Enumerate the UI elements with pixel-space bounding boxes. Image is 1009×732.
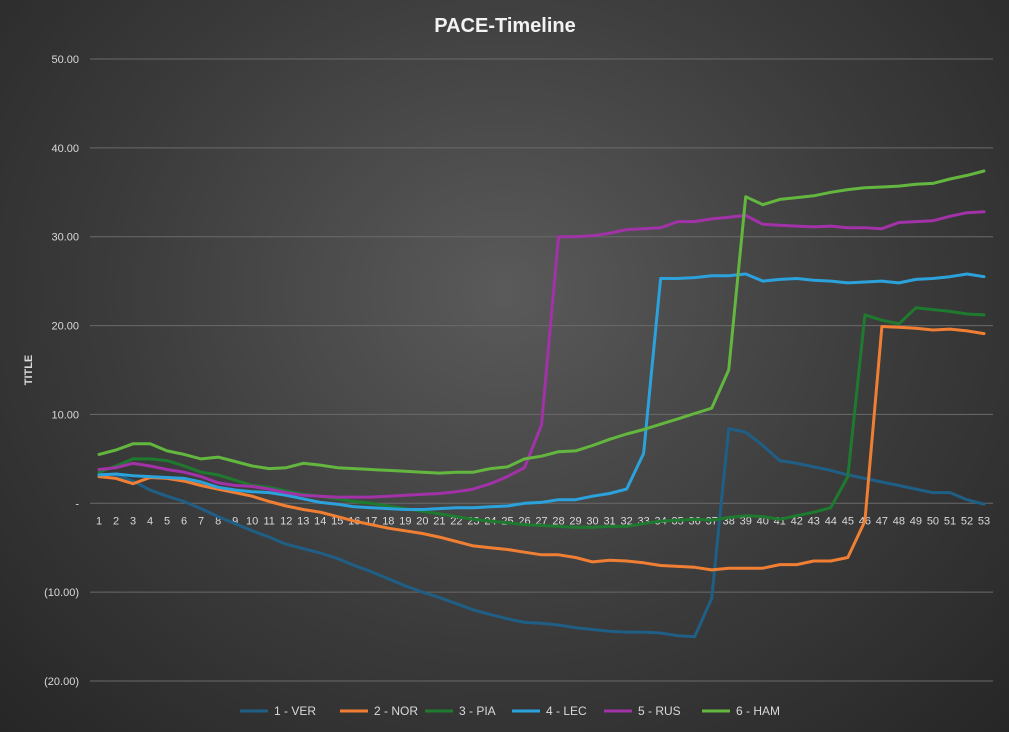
legend-item: 4 - LEC <box>512 704 587 718</box>
y-tick-label: 50.00 <box>51 54 79 66</box>
legend-label: 3 - PIA <box>459 704 496 718</box>
series-line-1 <box>97 427 986 639</box>
x-tick-label: 12 <box>280 515 292 527</box>
x-tick-label: 52 <box>961 515 973 527</box>
x-tick-label: 53 <box>978 515 990 527</box>
x-tick-label: 18 <box>382 515 394 527</box>
legend-label: 5 - RUS <box>638 704 681 718</box>
x-tick-label: 11 <box>263 515 274 527</box>
series-line-3 <box>97 306 986 529</box>
series-line-2 <box>97 325 986 572</box>
series-line-4 <box>97 272 986 511</box>
y-tick-label: (10.00) <box>44 587 79 599</box>
legend-item: 5 - RUS <box>604 704 681 718</box>
x-tick-label: 42 <box>791 515 803 527</box>
x-tick-label: 30 <box>586 515 598 527</box>
y-tick-label: - <box>75 498 79 510</box>
x-tick-label: 4 <box>147 515 153 527</box>
x-tick-label: 10 <box>246 515 258 527</box>
chart-title: PACE-Timeline <box>434 15 576 37</box>
x-tick-label: 13 <box>297 515 309 527</box>
y-tick-label: 30.00 <box>51 232 79 244</box>
x-tick-label: 39 <box>740 515 752 527</box>
x-tick-label: 45 <box>842 515 854 527</box>
x-tick-label: 14 <box>314 515 326 527</box>
series-lines <box>97 169 986 639</box>
series-line-6 <box>97 169 986 475</box>
x-tick-label: 23 <box>467 515 479 527</box>
x-tick-label: 51 <box>944 515 956 527</box>
x-tick-label: 3 <box>130 515 136 527</box>
y-tick-label: 40.00 <box>51 143 79 155</box>
y-axis-label: TITLE <box>23 355 35 386</box>
legend-label: 6 - HAM <box>736 704 780 718</box>
y-axis-ticks: 50.00 40.00 30.00 20.00 10.00 - (10.00) (20.00) <box>44 54 79 688</box>
legend-label: 1 - VER <box>274 704 316 718</box>
x-tick-label: 19 <box>399 515 411 527</box>
gridlines <box>90 58 993 682</box>
x-tick-label: 29 <box>569 515 581 527</box>
x-tick-label: 32 <box>620 515 632 527</box>
y-tick-label: 10.00 <box>51 409 79 421</box>
x-tick-label: 9 <box>232 515 238 527</box>
y-tick-label: 20.00 <box>51 321 79 333</box>
x-tick-label: 49 <box>910 515 922 527</box>
legend: 1 - VER 2 - NOR 3 - PIA 4 - LEC 5 - RUS 6 - H… <box>240 704 780 718</box>
x-tick-label: 20 <box>416 515 428 527</box>
x-tick-label: 21 <box>433 515 445 527</box>
x-tick-label: 43 <box>808 515 820 527</box>
legend-label: 2 - NOR <box>374 704 418 718</box>
legend-item: 3 - PIA <box>425 704 496 718</box>
x-tick-label: 5 <box>164 515 170 527</box>
x-tick-label: 7 <box>198 515 204 527</box>
x-tick-label: 28 <box>552 515 564 527</box>
x-tick-label: 8 <box>215 515 221 527</box>
x-tick-label: 44 <box>825 515 837 527</box>
y-tick-label: (20.00) <box>44 676 79 688</box>
legend-item: 2 - NOR <box>340 704 418 718</box>
x-tick-label: 31 <box>603 515 615 527</box>
x-tick-label: 47 <box>876 515 888 527</box>
series-line-5 <box>97 210 986 499</box>
legend-label: 4 - LEC <box>546 704 587 718</box>
x-tick-label: 50 <box>927 515 939 527</box>
legend-item: 1 - VER <box>240 704 316 718</box>
legend-item: 6 - HAM <box>702 704 780 718</box>
x-tick-label: 2 <box>113 515 119 527</box>
x-tick-label: 36 <box>689 515 701 527</box>
x-tick-label: 48 <box>893 515 905 527</box>
x-tick-label: 6 <box>181 515 187 527</box>
x-tick-label: 1 <box>96 515 102 527</box>
